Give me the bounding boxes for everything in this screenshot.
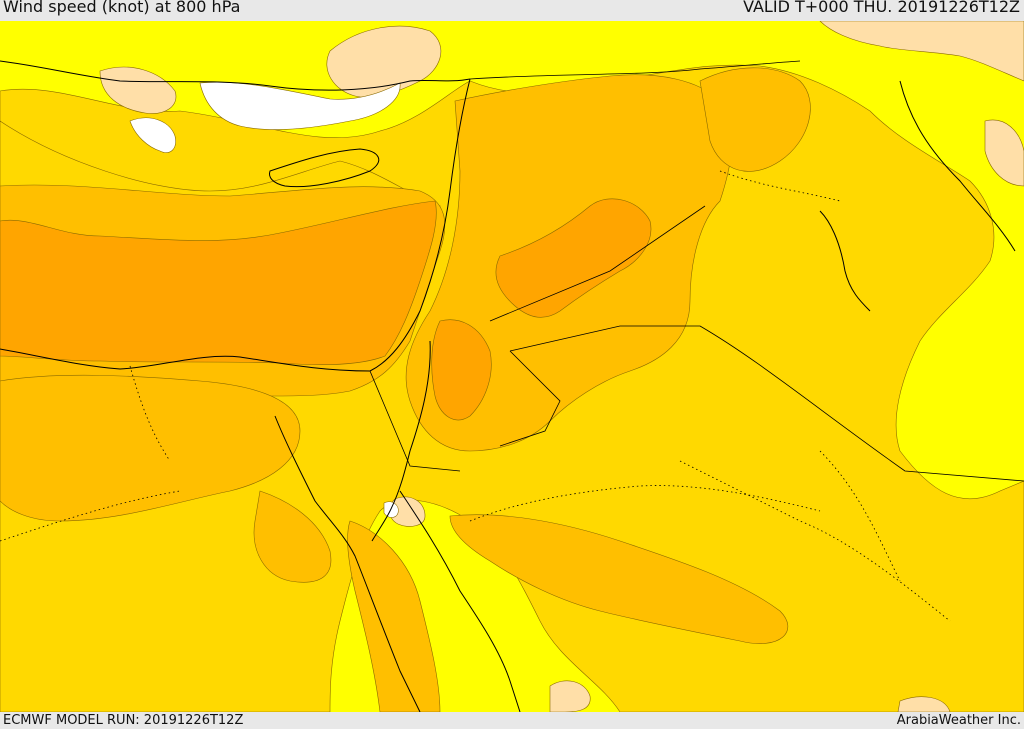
zone-very-calm-west: [129, 117, 176, 153]
wind-speed-map: [0, 21, 1024, 712]
coastline-gulf: [819, 80, 1016, 312]
border-jordan-saudi: [509, 325, 1024, 482]
map-title: Wind speed (knot) at 800 hPa: [3, 0, 241, 16]
border-jordan-east: [499, 350, 561, 447]
zone-calm-south: [549, 680, 591, 712]
border-dotted-egypt: [0, 365, 951, 622]
zone-calm-iran: [819, 21, 1024, 82]
zone-very-calm-turkey: [199, 81, 401, 130]
map-header: Wind speed (knot) at 800 hPa VALID T+000…: [0, 0, 1024, 21]
border-dotted-arabia: [469, 170, 901, 582]
zone-fresh-red-sea: [347, 520, 441, 712]
zone-strong-jordan: [431, 319, 492, 421]
zone-strong-sea: [0, 200, 437, 366]
coastline-turkey: [0, 60, 471, 91]
zone-fresh-arabia: [449, 514, 789, 644]
zone-fresh-sinai-south: [253, 490, 332, 583]
valid-time: VALID T+000 THU. 20191226T12Z: [743, 0, 1020, 16]
zone-strong-levant: [495, 198, 652, 318]
zone-calm-southeast: [897, 696, 951, 712]
map-footer: ECMWF MODEL RUN: 20191226T12Z ArabiaWeat…: [0, 712, 1024, 729]
border-egypt-sudan-line: [369, 370, 461, 472]
coastline-arabia-red-sea: [399, 490, 521, 712]
credit: ArabiaWeather Inc.: [896, 713, 1021, 728]
zone-fresh-iraq: [699, 67, 811, 172]
zone-calm-gulf: [984, 119, 1024, 187]
model-run: ECMWF MODEL RUN: 20191226T12Z: [3, 713, 244, 728]
coastline-aqaba: [371, 340, 431, 542]
coastline-egypt: [0, 348, 371, 372]
coastline-cyprus: [269, 148, 380, 188]
coastline-sinai: [274, 415, 421, 712]
zone-calm-turkey-west: [99, 66, 177, 114]
border-syria-iraq: [469, 60, 801, 322]
coastline-levant: [369, 78, 471, 372]
